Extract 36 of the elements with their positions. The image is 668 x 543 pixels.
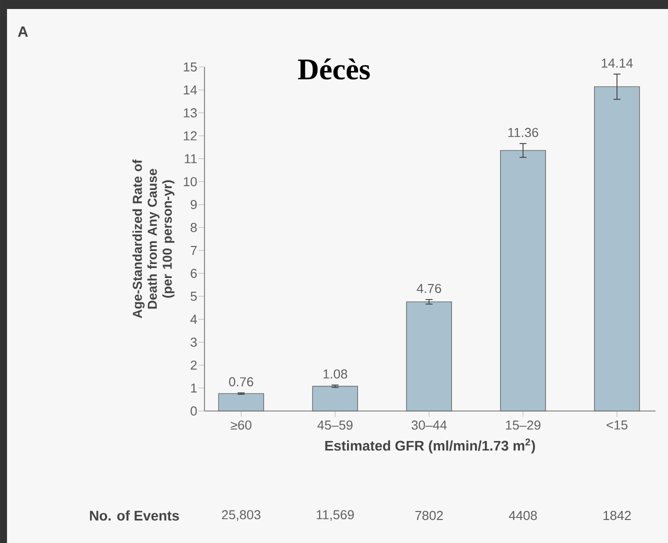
y-tick-label: 8: [190, 222, 197, 232]
x-tick-label: 30–44: [412, 420, 447, 430]
x-tick-label: 45–59: [317, 420, 352, 430]
x-axis-title: Estimated GFR (ml/min/1.73 m$^{2}$): [325, 438, 535, 454]
y-tick-label: 11: [184, 154, 197, 164]
y-tick-label: 6: [190, 268, 197, 278]
y-tick-label: 15: [184, 62, 197, 72]
text: 1842: [604, 510, 631, 520]
text: 11,569: [316, 510, 354, 521]
data-label: 1.08: [323, 369, 348, 379]
y-tick-label: 14: [184, 85, 197, 94]
text: No. of Events: [90, 510, 179, 521]
text: 7802: [415, 510, 443, 520]
y-tick-label: 9: [190, 200, 197, 210]
y-tick-label: 7: [190, 246, 197, 255]
data-label: 4.76: [416, 284, 442, 294]
y-tick-label: 0: [190, 406, 197, 416]
x-tick-label: 15–29: [506, 420, 540, 430]
y-tick-label: 3: [190, 338, 197, 347]
y-tick-label: 1: [191, 384, 197, 393]
text: 25,803: [222, 510, 260, 521]
text: A: [18, 26, 28, 37]
chart-title: Décès: [298, 58, 370, 80]
data-label: 14.14: [602, 58, 633, 68]
text: 4408: [508, 510, 537, 520]
y-tick-label: 13: [184, 108, 197, 118]
data-label: 0.76: [229, 377, 254, 386]
y-tick-label: 12: [184, 131, 197, 140]
data-label: 11.36: [508, 128, 538, 138]
x-tick-label: <15: [606, 420, 628, 430]
y-tick-label: 4: [190, 314, 197, 324]
x-tick-label: ≥60: [230, 420, 252, 430]
y-tick-label: 2: [190, 360, 197, 370]
y-axis-title: Age-Standardized Rate of Death from Any Cause (per 100 person-yr): [132, 159, 174, 318]
y-tick-label: 10: [184, 177, 197, 186]
y-tick-label: 5: [190, 292, 197, 301]
